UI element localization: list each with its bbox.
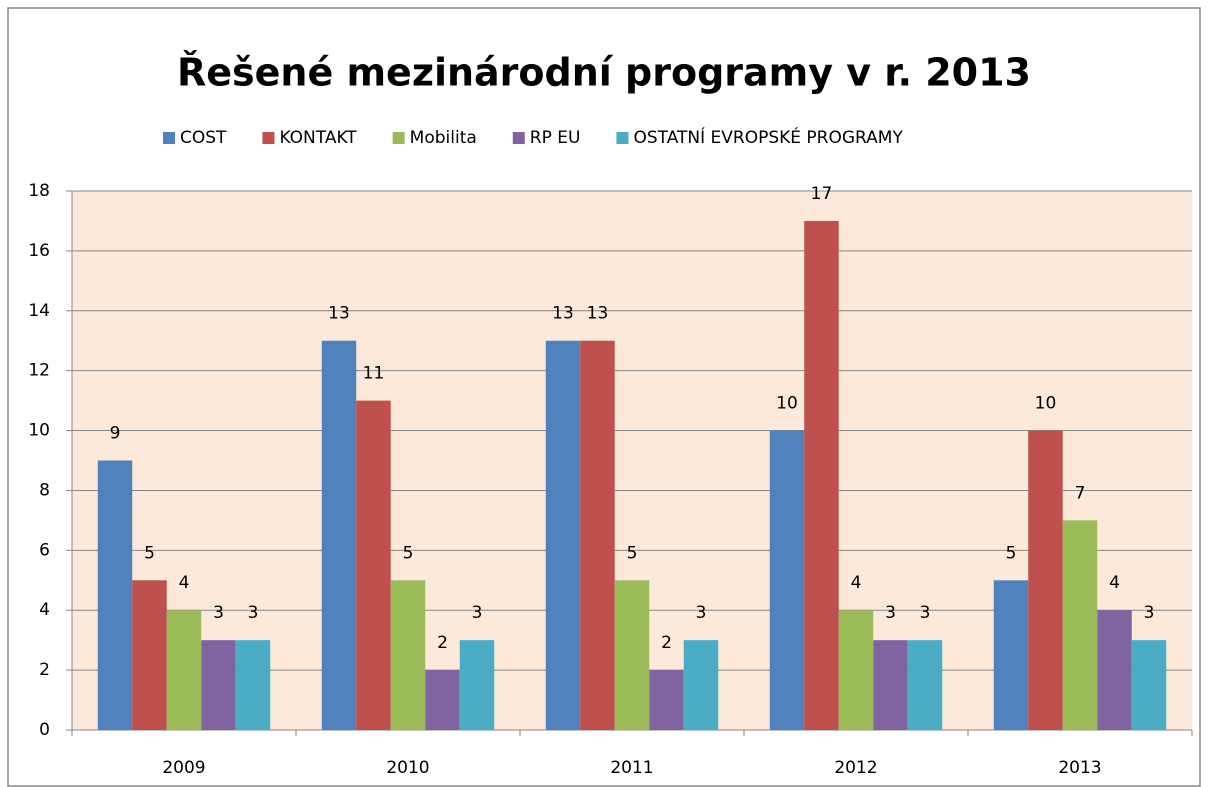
- bar: [235, 640, 271, 730]
- x-tick-label: 2012: [834, 758, 877, 778]
- data-label: 5: [1006, 543, 1017, 563]
- bar: [459, 640, 495, 730]
- data-label: 3: [472, 603, 483, 623]
- y-tick-label: 18: [28, 181, 50, 201]
- bar: [201, 640, 236, 730]
- data-label: 13: [552, 304, 574, 324]
- data-label: 5: [627, 543, 638, 563]
- chart-title: Řešené mezinárodní programy v r. 2013: [177, 51, 1031, 95]
- bar: [1131, 640, 1167, 730]
- data-label: 4: [179, 573, 190, 593]
- bar: [769, 430, 805, 730]
- legend-label: OSTATNÍ EVROPSKÉ PROGRAMY: [633, 126, 903, 148]
- data-label: 10: [776, 394, 798, 414]
- x-tick-label: 2009: [162, 758, 205, 778]
- x-tick-label: 2011: [610, 758, 653, 778]
- y-tick-label: 14: [28, 301, 50, 321]
- legend-label: RP EU: [530, 128, 581, 148]
- data-label: 3: [213, 603, 224, 623]
- bar: [425, 670, 460, 730]
- y-tick-label: 6: [39, 540, 50, 560]
- bar: [873, 640, 908, 730]
- bar: [1028, 430, 1063, 730]
- bar: [390, 580, 426, 730]
- y-tick-label: 16: [28, 241, 50, 261]
- y-tick-label: 10: [28, 421, 50, 441]
- x-tick-label: 2010: [386, 758, 429, 778]
- bar: [683, 640, 719, 730]
- data-label: 2: [437, 633, 448, 653]
- bar: [804, 220, 839, 730]
- bar: [993, 580, 1029, 730]
- bar: [1097, 610, 1132, 730]
- data-label: 11: [363, 364, 385, 384]
- y-tick-label: 8: [39, 480, 50, 500]
- legend-label: COST: [180, 128, 227, 148]
- legend-swatch: [616, 132, 629, 144]
- legend-swatch: [392, 132, 405, 144]
- data-label: 13: [328, 304, 350, 324]
- data-label: 3: [1144, 603, 1155, 623]
- data-label: 5: [144, 543, 155, 563]
- data-label: 3: [696, 603, 707, 623]
- data-label: 13: [587, 304, 609, 324]
- bar: [356, 400, 391, 730]
- bar: [545, 340, 581, 730]
- x-tick-label: 2013: [1058, 758, 1101, 778]
- bar: [132, 580, 167, 730]
- bar: [1062, 520, 1098, 730]
- legend-label: KONTAKT: [279, 128, 357, 148]
- bar: [97, 460, 133, 730]
- bar: [580, 340, 615, 730]
- y-tick-label: 0: [39, 720, 50, 740]
- y-tick-label: 4: [39, 600, 50, 620]
- data-label: 3: [248, 603, 259, 623]
- bar: [614, 580, 650, 730]
- bar: [649, 670, 684, 730]
- data-label: 5: [403, 543, 414, 563]
- y-tick-label: 2: [39, 660, 50, 680]
- bar: [321, 340, 357, 730]
- legend-swatch: [512, 132, 525, 144]
- data-label: 3: [885, 603, 896, 623]
- data-label: 7: [1075, 483, 1086, 503]
- data-label: 17: [811, 184, 833, 204]
- data-label: 4: [1109, 573, 1120, 593]
- legend-swatch: [163, 132, 175, 144]
- data-label: 4: [851, 573, 862, 593]
- legend-label: Mobilita: [410, 128, 477, 148]
- legend-swatch: [262, 132, 275, 144]
- data-label: 2: [661, 633, 672, 653]
- bar: [907, 640, 943, 730]
- y-tick-label: 12: [28, 361, 50, 381]
- data-label: 9: [110, 424, 121, 444]
- bar: [166, 610, 202, 730]
- bar: [838, 610, 874, 730]
- data-label: 10: [1035, 394, 1057, 414]
- data-label: 3: [920, 603, 931, 623]
